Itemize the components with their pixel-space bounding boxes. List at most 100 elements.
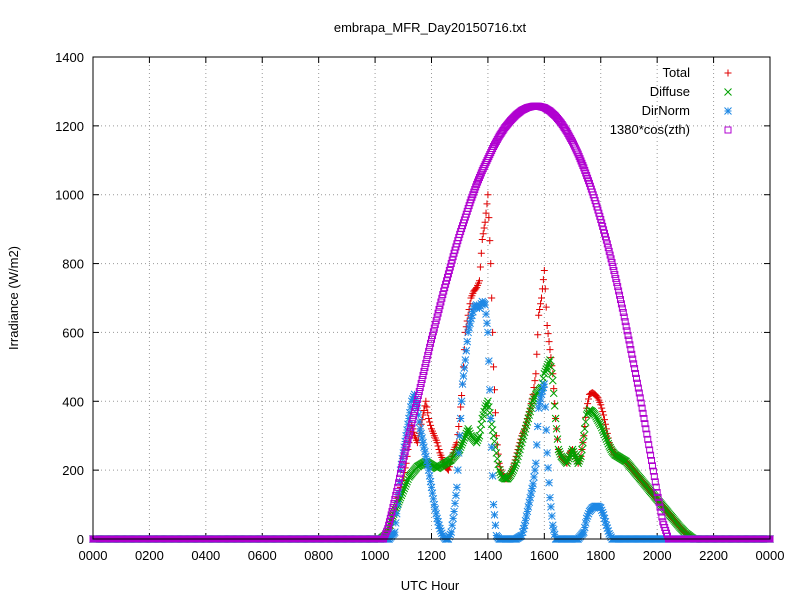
- data-point: [570, 450, 579, 458]
- data-point: [538, 294, 546, 302]
- data-point: [480, 224, 488, 232]
- data-point: [530, 473, 538, 481]
- data-point: [451, 499, 459, 508]
- data-point: [429, 328, 437, 336]
- data-point: [548, 376, 557, 385]
- data-point: [628, 350, 636, 358]
- data-point: [458, 380, 467, 388]
- data-point: [523, 415, 531, 422]
- data-point: [530, 395, 538, 403]
- data-point: [432, 317, 440, 325]
- data-point: [579, 528, 588, 536]
- data-point: [421, 402, 429, 410]
- data-point: [574, 150, 582, 158]
- data-point: [544, 463, 552, 472]
- data-point: [392, 509, 401, 518]
- x-axis-label: UTC Hour: [401, 578, 460, 593]
- data-point: [595, 419, 604, 428]
- data-point: [602, 236, 610, 244]
- data-point: [435, 521, 443, 530]
- data-point: [634, 384, 642, 392]
- data-point: [429, 494, 438, 503]
- data-point: [531, 377, 539, 385]
- data-point: [412, 404, 420, 412]
- data-point: [597, 401, 605, 409]
- data-point: [491, 521, 500, 530]
- data-point: [428, 332, 436, 340]
- data-point: [526, 493, 535, 502]
- data-point: [599, 428, 608, 437]
- data-point: [417, 429, 426, 438]
- x-tick-label: 0400: [191, 548, 220, 563]
- x-tick-label: 0200: [135, 548, 164, 563]
- data-point: [420, 443, 428, 452]
- data-point: [636, 394, 644, 402]
- data-point: [635, 389, 643, 397]
- data-point: [475, 277, 483, 285]
- data-point: [603, 524, 612, 532]
- data-point: [601, 416, 609, 424]
- data-point: [430, 500, 439, 509]
- data-point: [575, 457, 583, 465]
- data-point: [404, 436, 412, 444]
- data-point: [397, 460, 406, 469]
- data-point: [573, 148, 581, 156]
- data-point: [599, 408, 607, 416]
- data-point: [490, 511, 499, 519]
- data-point: [540, 266, 548, 274]
- data-point: [487, 260, 495, 268]
- data-point: [422, 397, 430, 405]
- data-point: [545, 338, 553, 346]
- data-point: [414, 392, 422, 400]
- y-tick-label: 1400: [55, 50, 84, 65]
- data-point: [410, 390, 419, 399]
- data-point: [435, 305, 443, 313]
- data-point: [402, 444, 410, 452]
- data-point: [599, 511, 608, 519]
- data-point: [611, 271, 619, 279]
- data-point: [546, 346, 554, 354]
- data-point: [654, 493, 662, 501]
- legend-marker: [724, 88, 732, 96]
- data-point: [483, 200, 491, 208]
- data-point: [571, 452, 580, 461]
- data-point: [643, 430, 651, 438]
- data-point: [652, 483, 660, 491]
- data-point: [543, 449, 552, 457]
- legend: Total Diffuse DirNorm 1380*cos(zth): [610, 65, 732, 137]
- data-point: [485, 357, 493, 365]
- data-point: [421, 447, 429, 456]
- data-point: [553, 435, 562, 444]
- data-point: [540, 369, 549, 378]
- data-point: [568, 445, 577, 454]
- data-point: [596, 421, 605, 430]
- data-point: [434, 309, 442, 317]
- data-point: [601, 517, 610, 526]
- data-point: [638, 404, 646, 412]
- data-point: [528, 484, 536, 493]
- data-point: [522, 418, 530, 426]
- y-tick-label: 200: [62, 463, 84, 478]
- data-point: [425, 472, 434, 480]
- data-point: [436, 524, 444, 533]
- data-point: [569, 447, 578, 456]
- data-point: [444, 466, 452, 474]
- data-point: [542, 365, 551, 374]
- data-point: [394, 483, 402, 491]
- data-point: [608, 259, 616, 267]
- data-point: [632, 369, 640, 377]
- data-point: [472, 438, 481, 447]
- data-point: [459, 372, 468, 380]
- data-point: [637, 399, 645, 407]
- data-point: [450, 507, 458, 516]
- plot-frame: [92, 56, 771, 540]
- legend-label: Total: [663, 65, 691, 80]
- data-point: [600, 430, 609, 439]
- data-point: [642, 425, 650, 433]
- data-point: [641, 420, 649, 428]
- data-point: [532, 459, 540, 468]
- data-point: [482, 310, 490, 318]
- data-point: [431, 320, 439, 328]
- data-point: [419, 371, 427, 379]
